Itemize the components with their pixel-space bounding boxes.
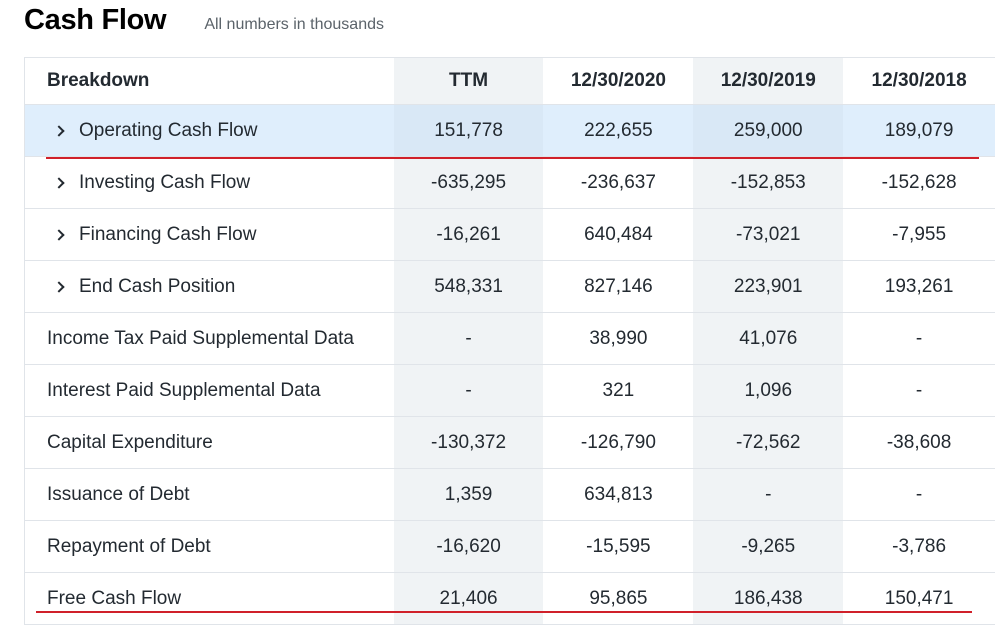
row-label: Income Tax Paid Supplemental Data: [25, 313, 394, 364]
cell-2018: -: [843, 365, 996, 416]
table-row: Income Tax Paid Supplemental Data -38,990…: [25, 313, 996, 365]
cell-2020: -15,595: [543, 521, 694, 572]
cell-ttm: -16,261: [393, 209, 544, 260]
row-label-text: Income Tax Paid Supplemental Data: [47, 327, 354, 349]
cell-ttm: -130,372: [393, 417, 544, 468]
row-label[interactable]: Operating Cash Flow: [25, 105, 394, 156]
cell-2018: -7,955: [843, 209, 996, 260]
row-label: Capital Expenditure: [25, 417, 394, 468]
column-header-ttm: TTM: [393, 58, 544, 104]
cell-2019: -152,853: [693, 157, 844, 208]
chevron-right-icon[interactable]: [53, 124, 65, 137]
row-label-text: Investing Cash Flow: [79, 171, 251, 193]
row-label[interactable]: Investing Cash Flow: [25, 157, 394, 208]
chevron-right-icon[interactable]: [53, 228, 65, 241]
cell-ttm: -16,620: [393, 521, 544, 572]
column-header-2019: 12/30/2019: [693, 58, 844, 104]
cell-2019: 223,901: [693, 261, 844, 312]
cell-2020: 634,813: [543, 469, 694, 520]
row-label-text: Operating Cash Flow: [79, 119, 258, 141]
column-header-breakdown: Breakdown: [25, 58, 394, 104]
table-row[interactable]: Financing Cash Flow -16,261 640,484 -73,021…: [25, 209, 996, 261]
cell-2019: 41,076: [693, 313, 844, 364]
cell-2020: 827,146: [543, 261, 694, 312]
row-label[interactable]: End Cash Position: [25, 261, 394, 312]
page-title: Cash Flow: [24, 4, 167, 36]
cell-2020: -126,790: [543, 417, 694, 468]
row-label-text: Financing Cash Flow: [79, 223, 257, 245]
cell-ttm: -: [393, 365, 544, 416]
cell-ttm: 151,778: [393, 105, 544, 156]
annotation-underline-operating: [46, 157, 979, 159]
row-label: Issuance of Debt: [25, 469, 394, 520]
cell-ttm: 1,359: [393, 469, 544, 520]
row-label-text: End Cash Position: [79, 275, 236, 297]
row-label: Free Cash Flow: [25, 573, 394, 624]
cell-2018: -3,786: [843, 521, 996, 572]
table-row: Repayment of Debt -16,620 -15,595 -9,265 -3,…: [25, 521, 996, 573]
row-label-text: Issuance of Debt: [47, 483, 190, 505]
row-label: Repayment of Debt: [25, 521, 394, 572]
cell-2019: -: [693, 469, 844, 520]
cell-2018: 189,079: [843, 105, 996, 156]
cell-2019: -72,562: [693, 417, 844, 468]
cell-2020: 38,990: [543, 313, 694, 364]
cell-2018: 193,261: [843, 261, 996, 312]
table-body: Operating Cash Flow 151,778 222,655 259,000…: [25, 105, 996, 625]
table-row: Capital Expenditure -130,372 -126,790 -72,5…: [25, 417, 996, 469]
column-header-2020: 12/30/2020: [543, 58, 694, 104]
row-label-text: Free Cash Flow: [47, 587, 182, 609]
cell-2018: -: [843, 469, 996, 520]
cell-2020: 222,655: [543, 105, 694, 156]
cell-2019: -9,265: [693, 521, 844, 572]
row-label[interactable]: Financing Cash Flow: [25, 209, 394, 260]
chevron-right-icon[interactable]: [53, 280, 65, 293]
cell-2019: 1,096: [693, 365, 844, 416]
table-row: Issuance of Debt 1,359 634,813- -: [25, 469, 996, 521]
cash-flow-table: Breakdown TTM 12/30/2020 12/30/2019 12/3…: [24, 57, 996, 625]
table-row[interactable]: Investing Cash Flow -635,295 -236,637 -152,…: [25, 157, 996, 209]
annotation-underline-free-cash-flow: [36, 611, 972, 613]
page-header: Cash Flow All numbers in thousands: [24, 4, 384, 44]
cell-2018: -38,608: [843, 417, 996, 468]
cell-2020: 95,865: [543, 573, 694, 624]
table-row: Interest Paid Supplemental Data -321 1,096…: [25, 365, 996, 417]
row-label-text: Interest Paid Supplemental Data: [47, 379, 321, 401]
chevron-right-icon[interactable]: [53, 176, 65, 189]
cell-ttm: -635,295: [393, 157, 544, 208]
row-label-text: Capital Expenditure: [47, 431, 213, 453]
row-label-text: Repayment of Debt: [47, 535, 211, 557]
cell-2018: -: [843, 313, 996, 364]
cell-2020: 321: [543, 365, 694, 416]
units-note: All numbers in thousands: [204, 16, 384, 33]
cell-2019: -73,021: [693, 209, 844, 260]
cell-2018: 150,471: [843, 573, 996, 624]
column-header-2018: 12/30/2018: [843, 58, 996, 104]
table-row[interactable]: Operating Cash Flow 151,778 222,655 259,000…: [25, 105, 996, 157]
cell-2019: 186,438: [693, 573, 844, 624]
table-row: Free Cash Flow 21,406 95,865 186,438 150,471: [25, 573, 996, 625]
table-header-row: Breakdown TTM 12/30/2020 12/30/2019 12/3…: [25, 58, 996, 105]
cell-2020: 640,484: [543, 209, 694, 260]
cell-ttm: 548,331: [393, 261, 544, 312]
cell-2018: -152,628: [843, 157, 996, 208]
cell-ttm: -: [393, 313, 544, 364]
row-label: Interest Paid Supplemental Data: [25, 365, 394, 416]
cell-ttm: 21,406: [393, 573, 544, 624]
table-row[interactable]: End Cash Position 548,331 827,146 223,901 19…: [25, 261, 996, 313]
cell-2020: -236,637: [543, 157, 694, 208]
cell-2019: 259,000: [693, 105, 844, 156]
